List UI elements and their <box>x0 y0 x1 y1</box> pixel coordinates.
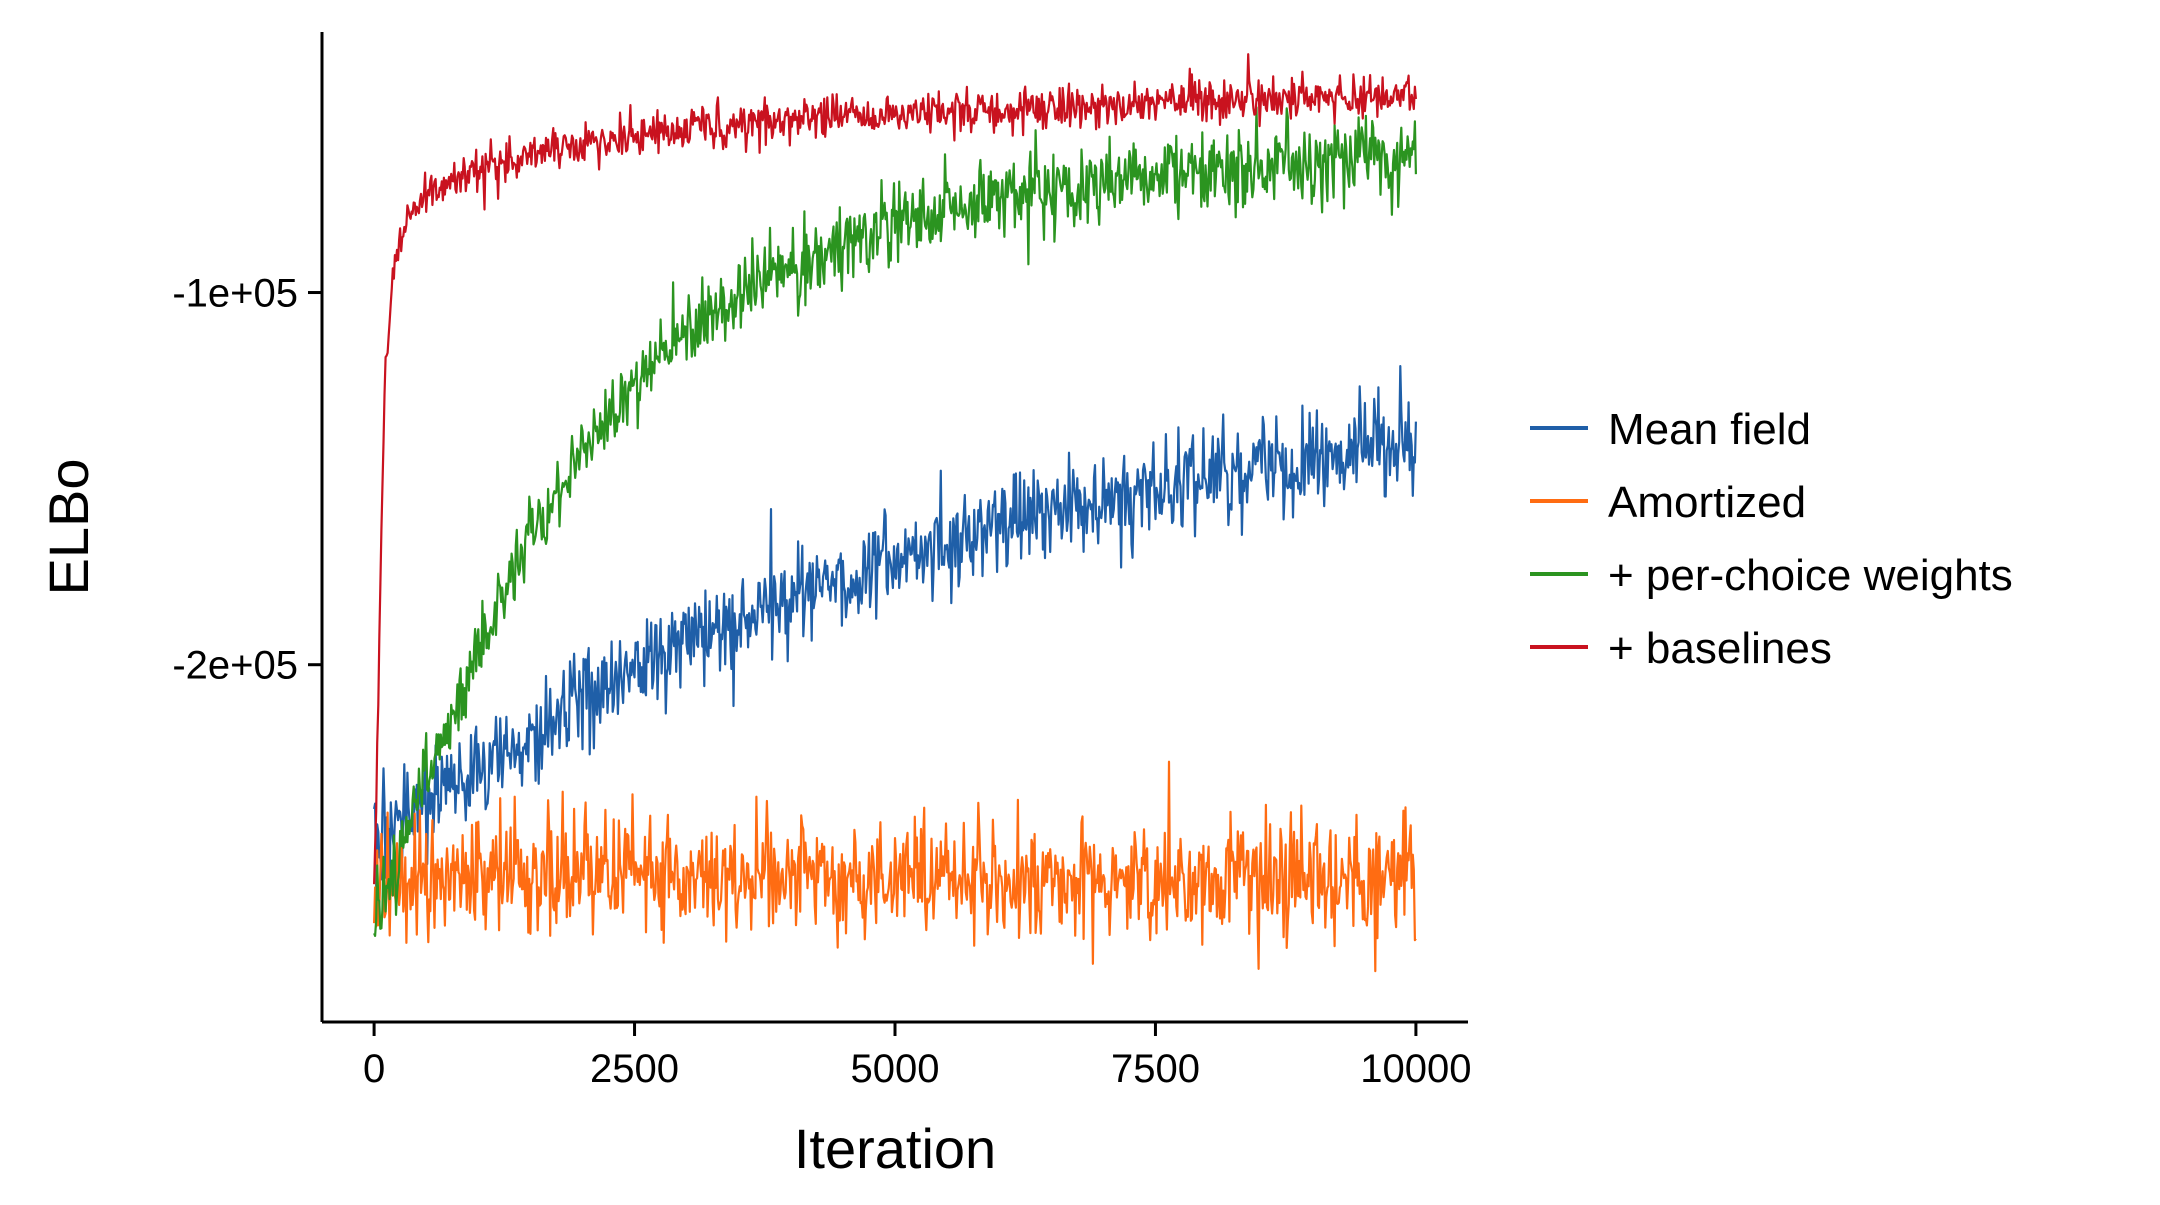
x-tick-label: 2500 <box>590 1047 679 1091</box>
legend: Mean field Amortized + per-choice weights +… <box>1530 405 2013 673</box>
tick-layer: 0 2500 5000 7500 10000 -1e+05 -2e+05 <box>172 272 1471 1091</box>
y-axis-title: ELBo <box>37 459 100 596</box>
series-layer <box>373 53 1417 973</box>
legend-item: Amortized <box>1530 478 1806 527</box>
x-tick-label: 10000 <box>1360 1047 1471 1091</box>
x-tick-label: 7500 <box>1111 1047 1200 1091</box>
series-line-2 <box>373 760 1417 973</box>
legend-item: + per-choice weights <box>1530 551 2013 600</box>
x-tick-label: 0 <box>363 1047 385 1091</box>
y-tick-label: -1e+05 <box>172 272 298 316</box>
y-tick-label: -2e+05 <box>172 644 298 688</box>
series-line-4 <box>373 53 1417 885</box>
x-tick-label: 5000 <box>851 1047 940 1091</box>
legend-label: Amortized <box>1608 478 1806 527</box>
series-line-1 <box>373 365 1417 890</box>
x-axis-title: Iteration <box>794 1117 996 1180</box>
series-line-3 <box>373 106 1417 937</box>
legend-label: + baselines <box>1608 624 1832 673</box>
legend-item: + baselines <box>1530 624 1832 673</box>
legend-label: Mean field <box>1608 405 1811 454</box>
legend-label: + per-choice weights <box>1608 551 2013 600</box>
legend-item: Mean field <box>1530 405 1811 454</box>
